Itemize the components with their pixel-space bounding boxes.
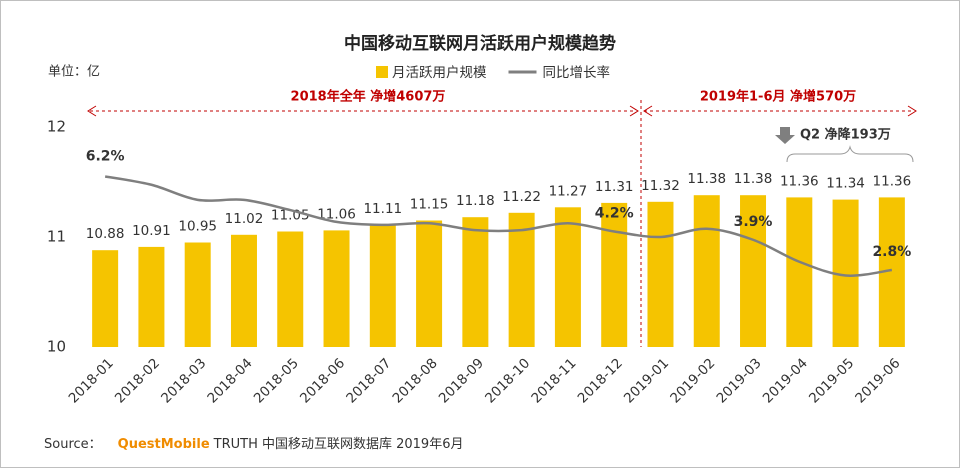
arrow-head [643,105,917,117]
down-icon [775,127,795,144]
line-value-label: 3.9% [734,214,773,230]
value-label: 11.38 [687,171,726,187]
value-label: 11.38 [734,171,773,187]
y-tick-label: 11 [47,228,66,246]
value-label: 11.32 [641,178,680,194]
source: Source： QuestMobile TRUTH 中国移动互联网数据库 2019年… [44,436,463,452]
bar [508,212,535,347]
line-value-label: 2.8% [872,244,911,260]
value-label: 11.11 [363,201,402,217]
value-label: 11.02 [225,211,264,227]
bar [369,224,396,347]
legend-label: 同比增长率 [543,64,611,81]
arrow-head [87,105,639,117]
annotation: Q2 净降193万 [800,127,891,143]
line [104,175,893,277]
value-label: 11.36 [780,173,819,189]
bar [230,234,257,347]
legend-label: 月活跃用户规模 [392,64,487,81]
bar [184,242,211,347]
bar [416,220,443,347]
legend-swatch [376,66,388,78]
bar [554,207,581,347]
value-label: 11.34 [826,176,865,192]
value-label: 10.91 [132,223,171,239]
line-value-label: 4.2% [595,206,634,222]
bar [601,202,628,347]
value-label: 11.36 [873,173,912,189]
value-label: 11.31 [595,179,634,195]
value-label: 11.27 [549,183,588,199]
y-tick-label: 10 [47,338,66,356]
annotation: 2019年1-6月 净增570万 [700,89,856,105]
bar [462,217,489,347]
chart-title: 中国移动互联网月活跃用户规模趋势 [344,33,616,54]
y-tick-label: 12 [47,118,66,136]
bar [323,230,350,347]
source-text: TRUTH 中国移动互联网数据库 2019年6月 [213,436,464,452]
bar [693,195,720,347]
value-label: 11.18 [456,193,495,209]
value-label: 11.22 [502,189,541,205]
bar [277,231,304,347]
bar [740,195,767,347]
value-label: 11.06 [317,206,356,222]
source-brand: QuestMobile [118,437,210,452]
bar [92,250,119,347]
value-label: 10.88 [86,226,125,242]
annotation: 2018年全年 净增4607万 [291,89,446,105]
legend: 月活跃用户规模 同比增长率 [376,64,610,81]
unit-label: 单位：亿 [48,65,100,80]
bar [138,246,165,347]
line-value-label: 6.2% [86,149,125,165]
bar [647,201,674,347]
value-label: 10.95 [178,219,217,235]
source-prefix: Source： [44,437,102,452]
bar [786,197,813,347]
value-label: 11.15 [410,197,449,213]
brace [786,145,914,163]
